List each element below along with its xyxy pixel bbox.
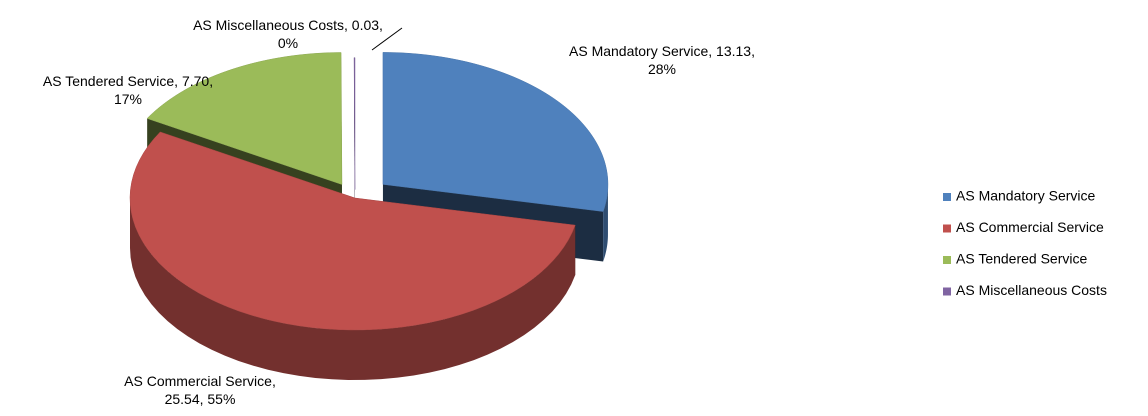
legend-swatch <box>943 287 951 296</box>
leader-line <box>371 27 403 51</box>
pie-slice <box>353 57 356 240</box>
legend-label: AS Mandatory Service <box>956 188 1095 204</box>
slice-top <box>382 52 609 212</box>
legend-swatch <box>943 193 951 201</box>
slice-top <box>353 57 356 190</box>
slice-side-wall <box>603 184 608 262</box>
slice-side-wall <box>130 198 576 380</box>
pie-slice <box>129 131 576 380</box>
data-label: AS Tendered Service, 7.70, 17% <box>42 73 214 107</box>
slice-top <box>146 52 343 185</box>
data-label: AS Commercial Service, 25.54, 55% <box>124 373 276 407</box>
data-label: AS Mandatory Service, 13.13, 28% <box>569 43 755 77</box>
legend-swatch <box>943 224 951 233</box>
data-label: AS Miscellaneous Costs, 0.03, 0% <box>193 17 383 51</box>
legend-label: AS Miscellaneous Costs <box>956 282 1107 298</box>
legend-swatch <box>943 256 951 264</box>
legend-label: AS Commercial Service <box>956 219 1104 235</box>
slice-top <box>129 131 576 331</box>
legend-label: AS Tendered Service <box>956 251 1087 267</box>
